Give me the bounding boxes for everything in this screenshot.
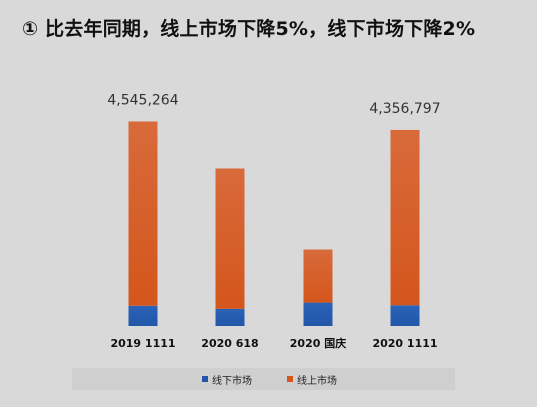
bar-online-1 bbox=[128, 121, 158, 306]
bar-online-4 bbox=[390, 129, 420, 306]
legend-swatch-offline bbox=[202, 376, 208, 382]
chart-title: ① 比去年同期，线上市场下降5%，线下市场下降2% bbox=[22, 18, 476, 40]
category-label-4: 2020 1111 bbox=[372, 337, 437, 350]
category-label-3: 2020 国庆 bbox=[290, 336, 346, 350]
bar-offline-2 bbox=[215, 308, 245, 326]
legend-label-offline: 线下市场 bbox=[212, 375, 252, 387]
bar-online-2 bbox=[215, 168, 245, 309]
legend-item-offline: 线下市场 bbox=[202, 372, 252, 387]
bar-offline-1 bbox=[128, 305, 158, 326]
total-label-1: 4,545,264 bbox=[107, 92, 178, 108]
legend-swatch-online bbox=[287, 376, 293, 382]
bar-online-3 bbox=[303, 249, 333, 303]
bar-offline-4 bbox=[390, 305, 420, 326]
legend-label-online: 线上市场 bbox=[297, 375, 337, 387]
category-label-2: 2020 618 bbox=[201, 337, 258, 350]
legend: 线下市场 线上市场 bbox=[72, 368, 455, 390]
legend-item-online: 线上市场 bbox=[287, 372, 337, 387]
total-label-4: 4,356,797 bbox=[369, 101, 440, 117]
category-label-1: 2019 1111 bbox=[110, 337, 175, 350]
bar-offline-3 bbox=[303, 302, 333, 326]
